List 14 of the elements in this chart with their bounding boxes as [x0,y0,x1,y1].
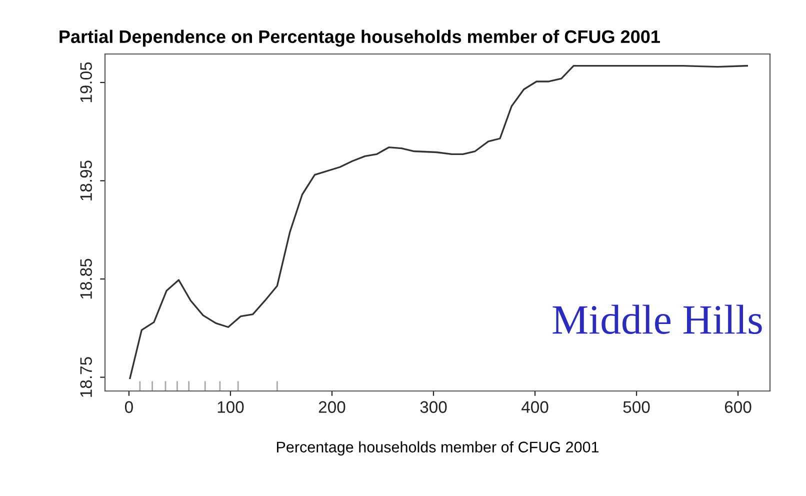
y-tick-label: 18.75 [80,357,92,397]
x-tick-label: 0 [124,401,133,413]
chart-title: Partial Dependence on Percentage households member of CFUG 2001 [60,30,660,47]
x-tick-label: 500 [623,401,650,413]
y-tick-label: 18.95 [80,160,92,200]
y-tick-label: 19.05 [80,62,92,102]
y-tick-label: 18.85 [80,258,92,299]
x-tick-label: 200 [318,401,346,413]
annotation: Middle Hills [552,304,762,334]
x-tick-label: 300 [420,401,447,413]
x-axis-title: Percentage households member of CFUG 2001 [276,441,599,456]
x-tick-label: 600 [724,401,752,413]
x-tick-label: 100 [218,401,244,413]
x-tick-label: 400 [521,401,548,413]
